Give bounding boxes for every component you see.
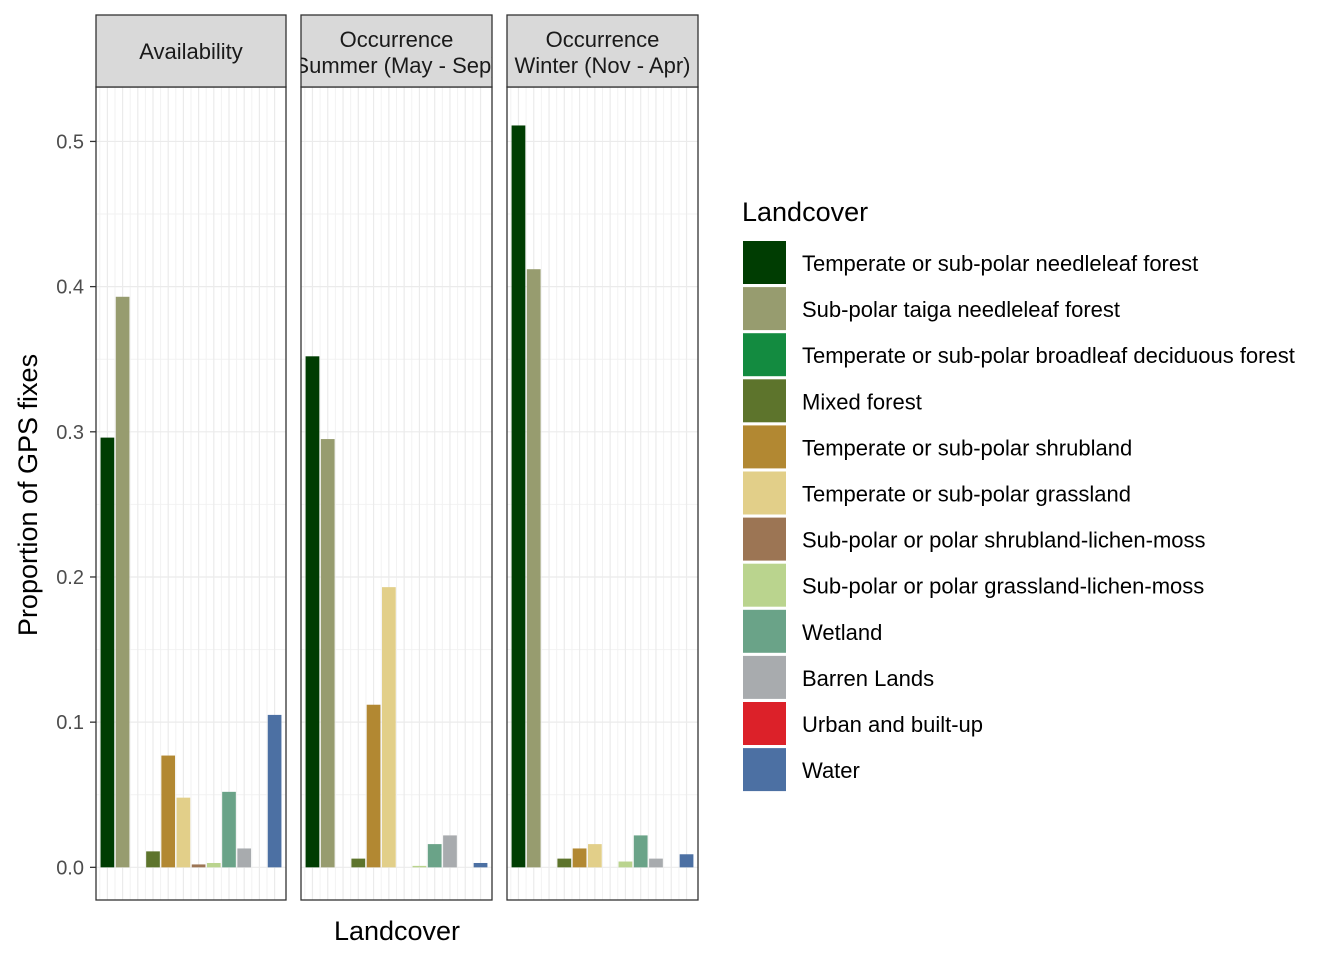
facet-strip — [506, 14, 699, 88]
legend-key-5 — [743, 425, 786, 469]
legend-label-8: Sub-polar or polar grassland-lichen-moss — [802, 574, 1204, 599]
bar-2-8 — [412, 865, 427, 868]
bar-2-12 — [473, 862, 488, 868]
facet-strip — [95, 14, 287, 88]
bar-1-10 — [237, 848, 252, 868]
bar-1-2 — [115, 296, 130, 868]
bar-2-4 — [351, 858, 366, 868]
bar-2-2 — [320, 439, 335, 868]
facet-strip-label: Summer (May - Sep) — [294, 53, 498, 78]
legend-title: Landcover — [742, 197, 868, 227]
y-tick-label: 0.5 — [56, 131, 84, 153]
facet-panel-1: Availability — [95, 14, 287, 901]
facet-strip-label: Occurrence — [546, 27, 660, 52]
facet-strip — [300, 14, 493, 88]
legend-key-8 — [743, 563, 786, 607]
legend-key-3 — [743, 333, 786, 377]
legend-label-10: Barren Lands — [802, 666, 934, 691]
bar-2-10 — [443, 835, 457, 868]
legend-label-2: Sub-polar taiga needleleaf forest — [802, 297, 1120, 322]
bar-1-9 — [222, 791, 236, 868]
y-tick-label: 0.3 — [56, 422, 84, 444]
y-tick-label: 0.4 — [56, 277, 84, 299]
bar-3-2 — [526, 269, 541, 868]
legend-label-7: Sub-polar or polar shrubland-lichen-moss — [802, 528, 1206, 553]
facet-strip-label: Winter (Nov - Apr) — [514, 53, 690, 78]
bar-1-1 — [100, 437, 115, 868]
bar-1-12 — [267, 714, 282, 868]
bar-3-12 — [679, 854, 694, 868]
y-tick-label: 0.2 — [56, 567, 84, 589]
y-axis: 0.0 0.1 0.2 0.3 0.4 0.5 — [56, 131, 96, 879]
legend-key-1 — [743, 241, 786, 284]
legend-key-12 — [743, 748, 786, 792]
x-axis-title: Landcover — [334, 916, 460, 946]
bar-3-5 — [572, 848, 587, 868]
bar-1-5 — [161, 755, 176, 868]
bar-2-1 — [305, 356, 320, 868]
legend-label-9: Wetland — [802, 620, 882, 645]
legend-key-4 — [743, 379, 786, 423]
facet-strip-label: Availability — [139, 39, 243, 64]
bar-3-4 — [557, 858, 572, 868]
legend-key-6 — [743, 471, 786, 515]
legend-key-9 — [743, 609, 786, 653]
bar-1-7 — [191, 864, 206, 868]
y-axis-title: Proportion of GPS fixes — [13, 354, 43, 636]
legend-label-1: Temperate or sub-polar needleleaf forest — [802, 251, 1198, 276]
legend-label-12: Water — [802, 758, 860, 783]
bar-3-9 — [633, 835, 648, 868]
legend-key-11 — [743, 702, 786, 745]
bar-3-6 — [587, 844, 602, 868]
legend: Temperate or sub-polar needleleaf forest… — [743, 241, 1295, 792]
legend-label-11: Urban and built-up — [802, 712, 983, 737]
bar-3-8 — [618, 861, 633, 868]
bar-2-6 — [381, 587, 396, 868]
legend-key-7 — [743, 517, 786, 561]
bar-1-8 — [206, 862, 221, 868]
bar-1-6 — [176, 797, 191, 868]
legend-label-4: Mixed forest — [802, 389, 922, 414]
bar-3-1 — [511, 125, 526, 868]
bar-2-9 — [427, 844, 442, 868]
facet-strip-label: Occurrence — [340, 27, 454, 52]
legend-key-10 — [743, 655, 786, 699]
facet-strip-labels: Availability — [139, 39, 243, 64]
legend-label-3: Temperate or sub-polar broadleaf deciduo… — [802, 343, 1295, 368]
legend-key-2 — [743, 287, 786, 331]
bar-1-4 — [146, 851, 160, 868]
y-tick-label: 0.1 — [56, 712, 84, 734]
legend-label-5: Temperate or sub-polar shrubland — [802, 435, 1132, 460]
bar-2-5 — [366, 704, 381, 868]
legend-label-6: Temperate or sub-polar grassland — [802, 482, 1131, 507]
bar-3-10 — [649, 858, 663, 868]
y-tick-label: 0.0 — [56, 857, 84, 879]
